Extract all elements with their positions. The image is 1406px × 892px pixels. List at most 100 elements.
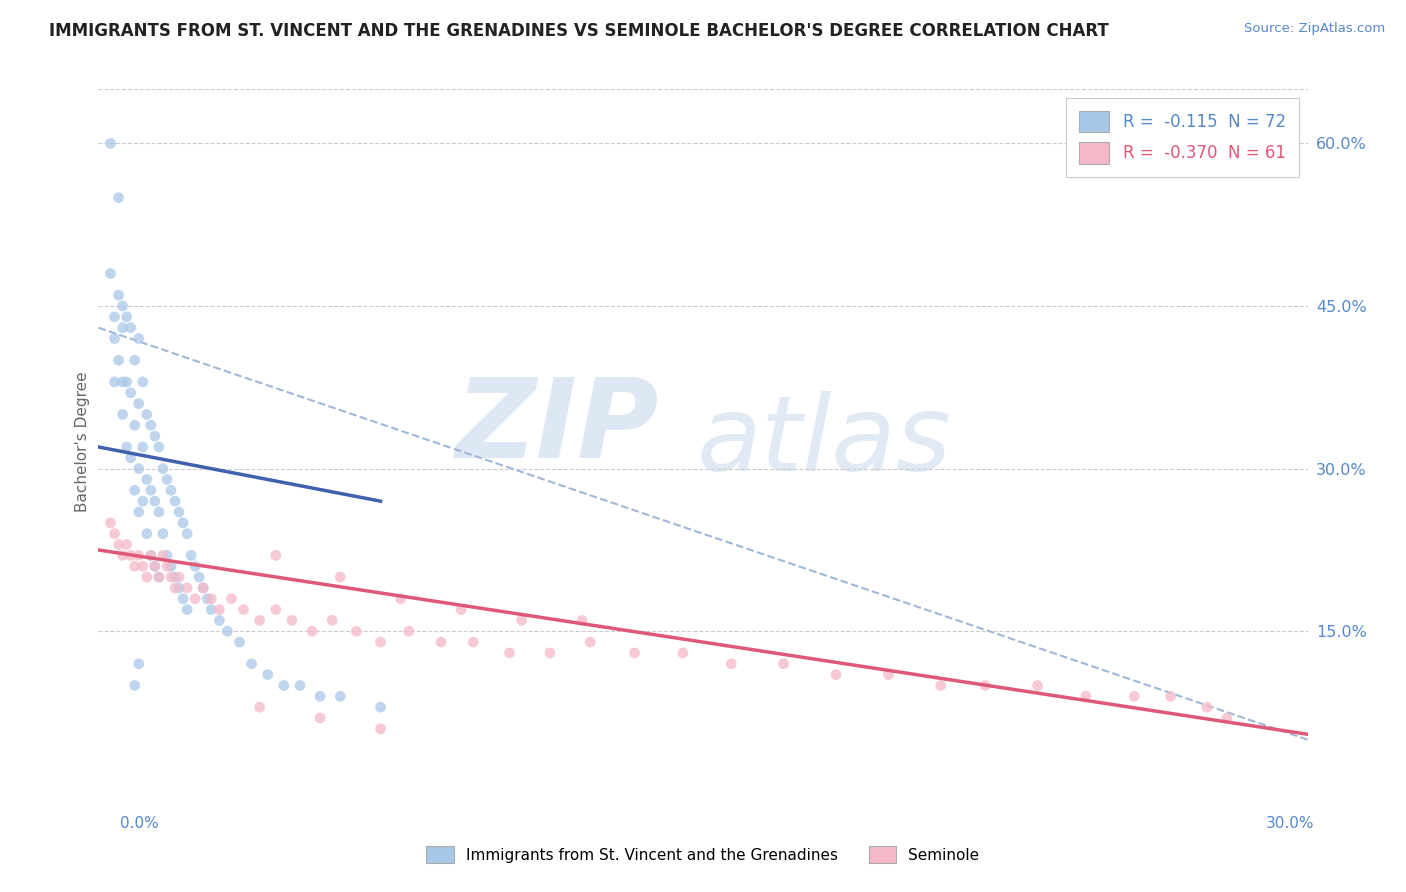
Point	[1160, 690, 1182, 704]
Point	[623, 646, 645, 660]
Point	[974, 678, 997, 692]
Point	[120, 385, 142, 400]
Text: ZIP: ZIP	[456, 374, 659, 481]
Point	[200, 602, 222, 616]
Point	[132, 375, 155, 389]
Point	[160, 559, 183, 574]
Point	[1026, 678, 1049, 692]
Point	[115, 537, 138, 551]
Point	[163, 581, 186, 595]
Point	[208, 614, 231, 628]
Point	[370, 635, 392, 649]
Point	[128, 657, 150, 671]
Point	[184, 559, 207, 574]
Point	[163, 494, 186, 508]
Point	[200, 591, 222, 606]
Point	[510, 614, 533, 628]
Point	[128, 549, 150, 563]
Point	[249, 614, 271, 628]
Point	[1123, 690, 1146, 704]
Point	[344, 624, 367, 639]
Point	[370, 722, 392, 736]
Point	[498, 646, 520, 660]
Legend: Immigrants from St. Vincent and the Grenadines, Seminole: Immigrants from St. Vincent and the Gren…	[419, 838, 987, 871]
Point	[107, 191, 129, 205]
Point	[176, 581, 198, 595]
Point	[249, 700, 271, 714]
Point	[877, 667, 900, 681]
Point	[772, 657, 794, 671]
Point	[128, 505, 150, 519]
Point	[152, 549, 174, 563]
Point	[398, 624, 420, 639]
Point	[450, 602, 472, 616]
Point	[825, 667, 848, 681]
Point	[571, 614, 593, 628]
Point	[208, 602, 231, 616]
Point	[240, 657, 263, 671]
Point	[124, 353, 146, 368]
Point	[288, 678, 311, 692]
Point	[309, 690, 332, 704]
Point	[167, 570, 190, 584]
Point	[188, 570, 211, 584]
Point	[156, 549, 179, 563]
Point	[128, 332, 150, 346]
Point	[135, 408, 157, 422]
Point	[139, 483, 162, 498]
Point	[111, 375, 134, 389]
Point	[132, 559, 155, 574]
Point	[135, 473, 157, 487]
Point	[100, 267, 122, 281]
Point	[100, 516, 122, 530]
Point	[193, 581, 215, 595]
Point	[176, 526, 198, 541]
Point	[143, 494, 166, 508]
Point	[273, 678, 295, 692]
Point	[160, 483, 183, 498]
Point	[124, 418, 146, 433]
Point	[156, 473, 179, 487]
Point	[579, 635, 602, 649]
Point	[184, 591, 207, 606]
Text: IMMIGRANTS FROM ST. VINCENT AND THE GRENADINES VS SEMINOLE BACHELOR'S DEGREE COR: IMMIGRANTS FROM ST. VINCENT AND THE GREN…	[49, 22, 1109, 40]
Point	[156, 559, 179, 574]
Point	[389, 591, 412, 606]
Point	[176, 602, 198, 616]
Point	[128, 461, 150, 475]
Point	[538, 646, 561, 660]
Point	[107, 353, 129, 368]
Point	[329, 570, 352, 584]
Point	[115, 375, 138, 389]
Point	[139, 549, 162, 563]
Point	[111, 549, 134, 563]
Point	[160, 570, 183, 584]
Point	[672, 646, 695, 660]
Point	[232, 602, 254, 616]
Text: 30.0%: 30.0%	[1267, 816, 1315, 831]
Point	[120, 320, 142, 334]
Point	[107, 288, 129, 302]
Point	[430, 635, 453, 649]
Point	[132, 440, 155, 454]
Point	[148, 570, 170, 584]
Text: 0.0%: 0.0%	[120, 816, 159, 831]
Point	[115, 440, 138, 454]
Point	[301, 624, 323, 639]
Point	[103, 526, 125, 541]
Point	[100, 136, 122, 151]
Point	[720, 657, 742, 671]
Point	[463, 635, 485, 649]
Point	[1074, 690, 1097, 704]
Point	[107, 537, 129, 551]
Point	[217, 624, 239, 639]
Point	[221, 591, 243, 606]
Point	[172, 516, 194, 530]
Point	[143, 559, 166, 574]
Legend: R =  -0.115  N = 72, R =  -0.370  N = 61: R = -0.115 N = 72, R = -0.370 N = 61	[1066, 97, 1299, 177]
Point	[256, 667, 278, 681]
Point	[195, 591, 218, 606]
Point	[1195, 700, 1218, 714]
Point	[321, 614, 343, 628]
Point	[143, 559, 166, 574]
